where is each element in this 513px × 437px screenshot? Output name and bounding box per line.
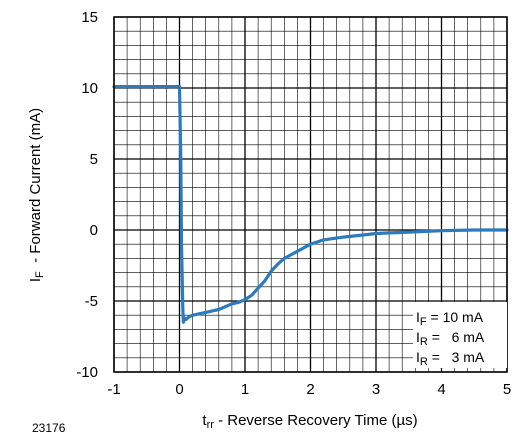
y-tick-label: 10: [81, 80, 98, 97]
legend-entry-if: IF = 10 mA: [416, 309, 484, 328]
y-tick-label: 0: [90, 222, 98, 239]
y-tick-label: -5: [85, 293, 98, 310]
x-tick-label: -1: [107, 381, 120, 398]
y-tick-label: 15: [81, 9, 98, 26]
figure-id: 23176: [32, 421, 66, 435]
x-tick-label: 4: [437, 381, 445, 398]
x-tick-label: 3: [372, 381, 380, 398]
y-axis-title: IF - Forward Current (mA): [27, 108, 46, 282]
series-line: [112, 84, 509, 324]
x-tick-label: 0: [175, 381, 183, 398]
legend-entry-ir3: IR = 3 mA: [416, 349, 485, 368]
legend: IF = 10 mA IR = 6 mA IR = 3 mA: [413, 302, 507, 368]
x-tick-label: 1: [241, 381, 249, 398]
x-tick-label: 2: [306, 381, 314, 398]
y-tick-label: 5: [90, 151, 98, 168]
y-tick-labels: -10 -5 0 5 10 15: [76, 9, 98, 381]
y-tick-label: -10: [76, 364, 98, 381]
plot-frame: [113, 16, 508, 373]
legend-box: [413, 302, 507, 368]
x-axis-title: trr - Reverse Recovery Time (µs): [202, 412, 417, 431]
legend-entry-ir6: IR = 6 mA: [416, 329, 485, 348]
series-layer: [112, 84, 509, 324]
x-tick-label: 5: [503, 381, 511, 398]
x-tick-labels: -1 0 1 2 3 4 5: [107, 381, 511, 398]
